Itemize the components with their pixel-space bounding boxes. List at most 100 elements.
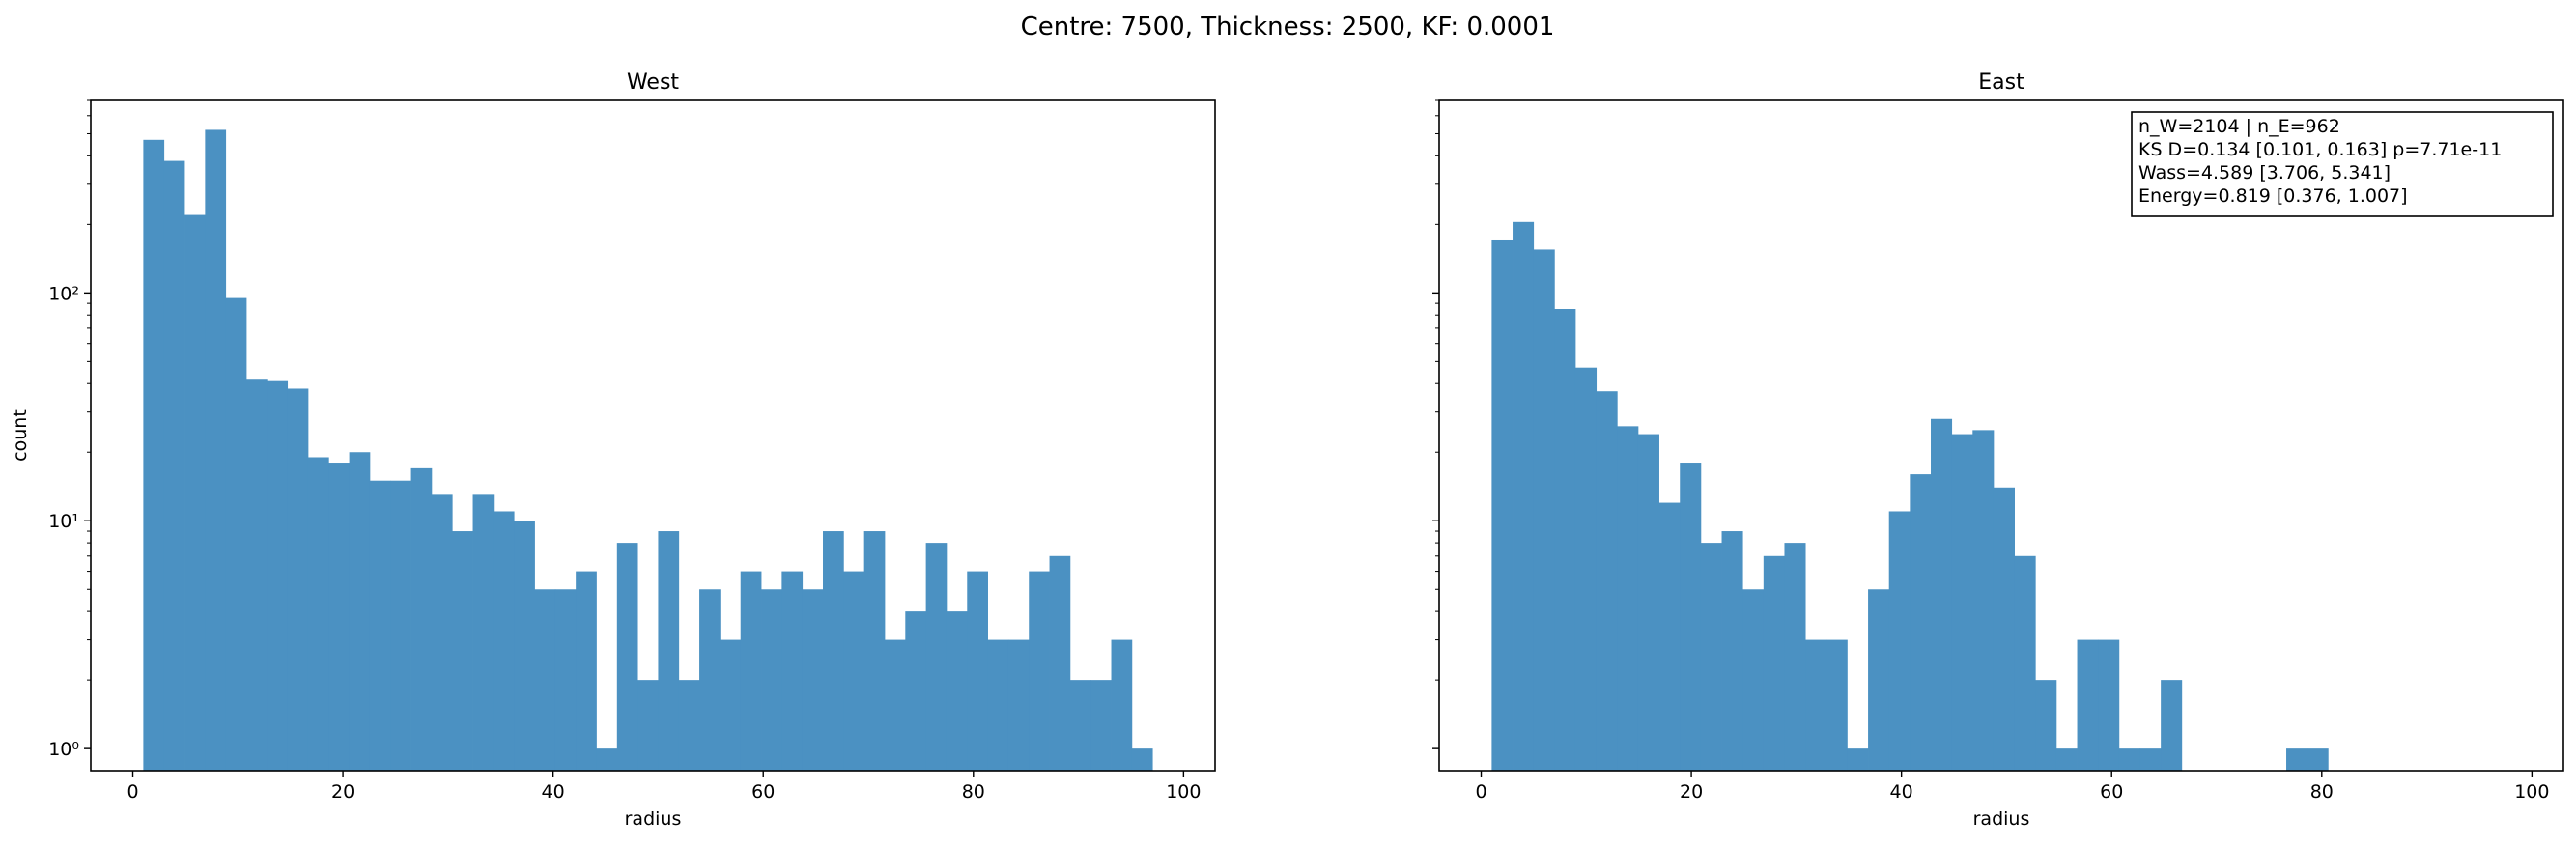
west-histogram-bar — [1111, 639, 1133, 771]
east-x-axis: 0 20 40 60 80 100 — [1475, 771, 2549, 803]
west-histogram-bar — [163, 160, 185, 772]
west-y-tick-label: 10⁰ — [48, 739, 79, 760]
west-histogram-bar — [514, 521, 535, 771]
west-histogram-bar — [452, 531, 473, 771]
west-histogram-bar — [1090, 680, 1112, 771]
east-x-tick-label: 40 — [1890, 781, 1913, 803]
east-histogram-bar — [2118, 748, 2140, 771]
east-histogram-bar — [2307, 748, 2329, 771]
west-histogram-bar — [925, 543, 948, 771]
east-histogram-bar — [1763, 555, 1785, 771]
west-histogram-bar — [761, 589, 782, 771]
east-histogram-bar — [1972, 430, 1995, 771]
east-y-axis — [1432, 99, 1439, 749]
east-histogram-bar — [1826, 639, 1848, 771]
west-y-axis: 10⁰ 10¹ 10² — [48, 99, 91, 760]
east-bars — [1491, 221, 2329, 772]
east-histogram-bar — [1533, 249, 1555, 771]
west-histogram-bar — [823, 531, 844, 771]
figure-suptitle: Centre: 7500, Thickness: 2500, KF: 0.000… — [1021, 13, 1555, 42]
west-histogram-bar — [720, 639, 742, 771]
east-histogram-bar — [1574, 367, 1598, 771]
east-histogram-bar — [1805, 639, 1827, 771]
west-histogram-bar — [863, 531, 886, 771]
east-histogram-bar — [1993, 487, 2015, 771]
west-axes-frame — [90, 99, 1216, 772]
west-histogram-bar — [596, 748, 618, 771]
west-x-label: radius — [625, 808, 682, 830]
west-x-tick-label: 60 — [751, 781, 775, 803]
west-histogram-bar — [143, 139, 165, 771]
west-histogram-bar — [905, 611, 927, 771]
east-histogram-bar — [1554, 309, 1576, 771]
stats-line-counts: n_W=2104 | n_E=962 — [2138, 116, 2340, 137]
west-y-tick-label: 10¹ — [48, 511, 79, 532]
stats-annotation-box: n_W=2104 | n_E=962 KS D=0.134 [0.101, 0.… — [2131, 111, 2554, 217]
west-histogram-bar — [884, 639, 906, 771]
east-histogram-bar — [2286, 748, 2308, 771]
west-histogram-bar — [410, 467, 433, 771]
east-panel: 0 20 40 60 80 100 East radius n_W=2104 | n_E=… — [1432, 70, 2564, 830]
west-histogram-bar — [843, 571, 865, 771]
east-histogram-bar — [1680, 463, 1702, 771]
west-histogram-bar — [287, 388, 309, 771]
west-y-tick-label: 10² — [48, 283, 79, 304]
west-histogram-bar — [1007, 639, 1030, 771]
west-histogram-bar — [554, 589, 577, 771]
west-x-axis: 0 20 40 60 80 100 — [127, 771, 1201, 803]
west-histogram-bar — [678, 680, 700, 771]
east-histogram-bar — [1721, 531, 1743, 771]
east-histogram-bar — [2014, 555, 2036, 771]
east-histogram-bar — [1617, 426, 1639, 771]
west-histogram-bar — [534, 589, 556, 771]
west-histogram-bar — [1029, 571, 1050, 771]
east-x-tick-label: 0 — [1475, 781, 1486, 803]
east-x-label: radius — [1973, 808, 2030, 830]
west-histogram-bar — [637, 680, 659, 771]
west-bars — [143, 129, 1153, 772]
west-histogram-bar — [740, 571, 762, 771]
east-histogram-bar — [1931, 418, 1953, 771]
west-histogram-bar — [616, 543, 638, 771]
west-histogram-bar — [184, 214, 206, 771]
east-histogram-bar — [1951, 434, 1973, 771]
east-x-tick-label: 60 — [2100, 781, 2123, 803]
west-histogram-bar — [781, 571, 804, 771]
west-histogram-bar — [246, 379, 268, 771]
stats-line-ks: KS D=0.134 [0.101, 0.163] p=7.71e-11 — [2138, 139, 2502, 160]
east-x-tick-label: 100 — [2514, 781, 2549, 803]
east-histogram-bar — [2161, 680, 2183, 771]
west-title: West — [627, 70, 679, 95]
east-histogram-bar — [2035, 680, 2057, 771]
west-histogram-bar — [472, 494, 495, 771]
west-histogram-bar — [369, 480, 391, 771]
west-x-tick-label: 100 — [1166, 781, 1201, 803]
west-histogram-bar — [658, 531, 680, 771]
east-histogram-bar — [2139, 748, 2162, 771]
east-histogram-bar — [1868, 589, 1890, 771]
west-histogram-bar — [205, 129, 227, 771]
east-histogram-bar — [1910, 474, 1932, 771]
west-histogram-bar — [328, 463, 351, 771]
west-histogram-bar — [349, 452, 371, 771]
west-panel: 0 20 40 60 80 100 10⁰ 10¹ 10² West radius count — [10, 70, 1216, 830]
west-x-tick-label: 20 — [331, 781, 354, 803]
west-histogram-bar — [493, 511, 515, 771]
east-histogram-bar — [1700, 543, 1722, 771]
east-histogram-bar — [1888, 511, 1911, 771]
west-histogram-bar — [1069, 680, 1091, 771]
west-x-tick-label: 40 — [542, 781, 565, 803]
west-y-label: count — [10, 409, 31, 462]
west-histogram-bar — [946, 611, 968, 771]
east-histogram-bar — [1513, 221, 1535, 771]
west-histogram-bar — [267, 380, 289, 771]
east-histogram-bar — [1784, 543, 1806, 771]
west-histogram-bar — [802, 589, 824, 771]
west-histogram-bar — [987, 639, 1009, 771]
west-x-tick-label: 80 — [962, 781, 985, 803]
east-histogram-bar — [1658, 502, 1681, 771]
stats-box-frame — [2131, 111, 2554, 217]
east-histogram-bar — [2098, 639, 2120, 771]
east-histogram-bar — [2055, 748, 2078, 771]
west-histogram-bar — [1131, 748, 1153, 771]
